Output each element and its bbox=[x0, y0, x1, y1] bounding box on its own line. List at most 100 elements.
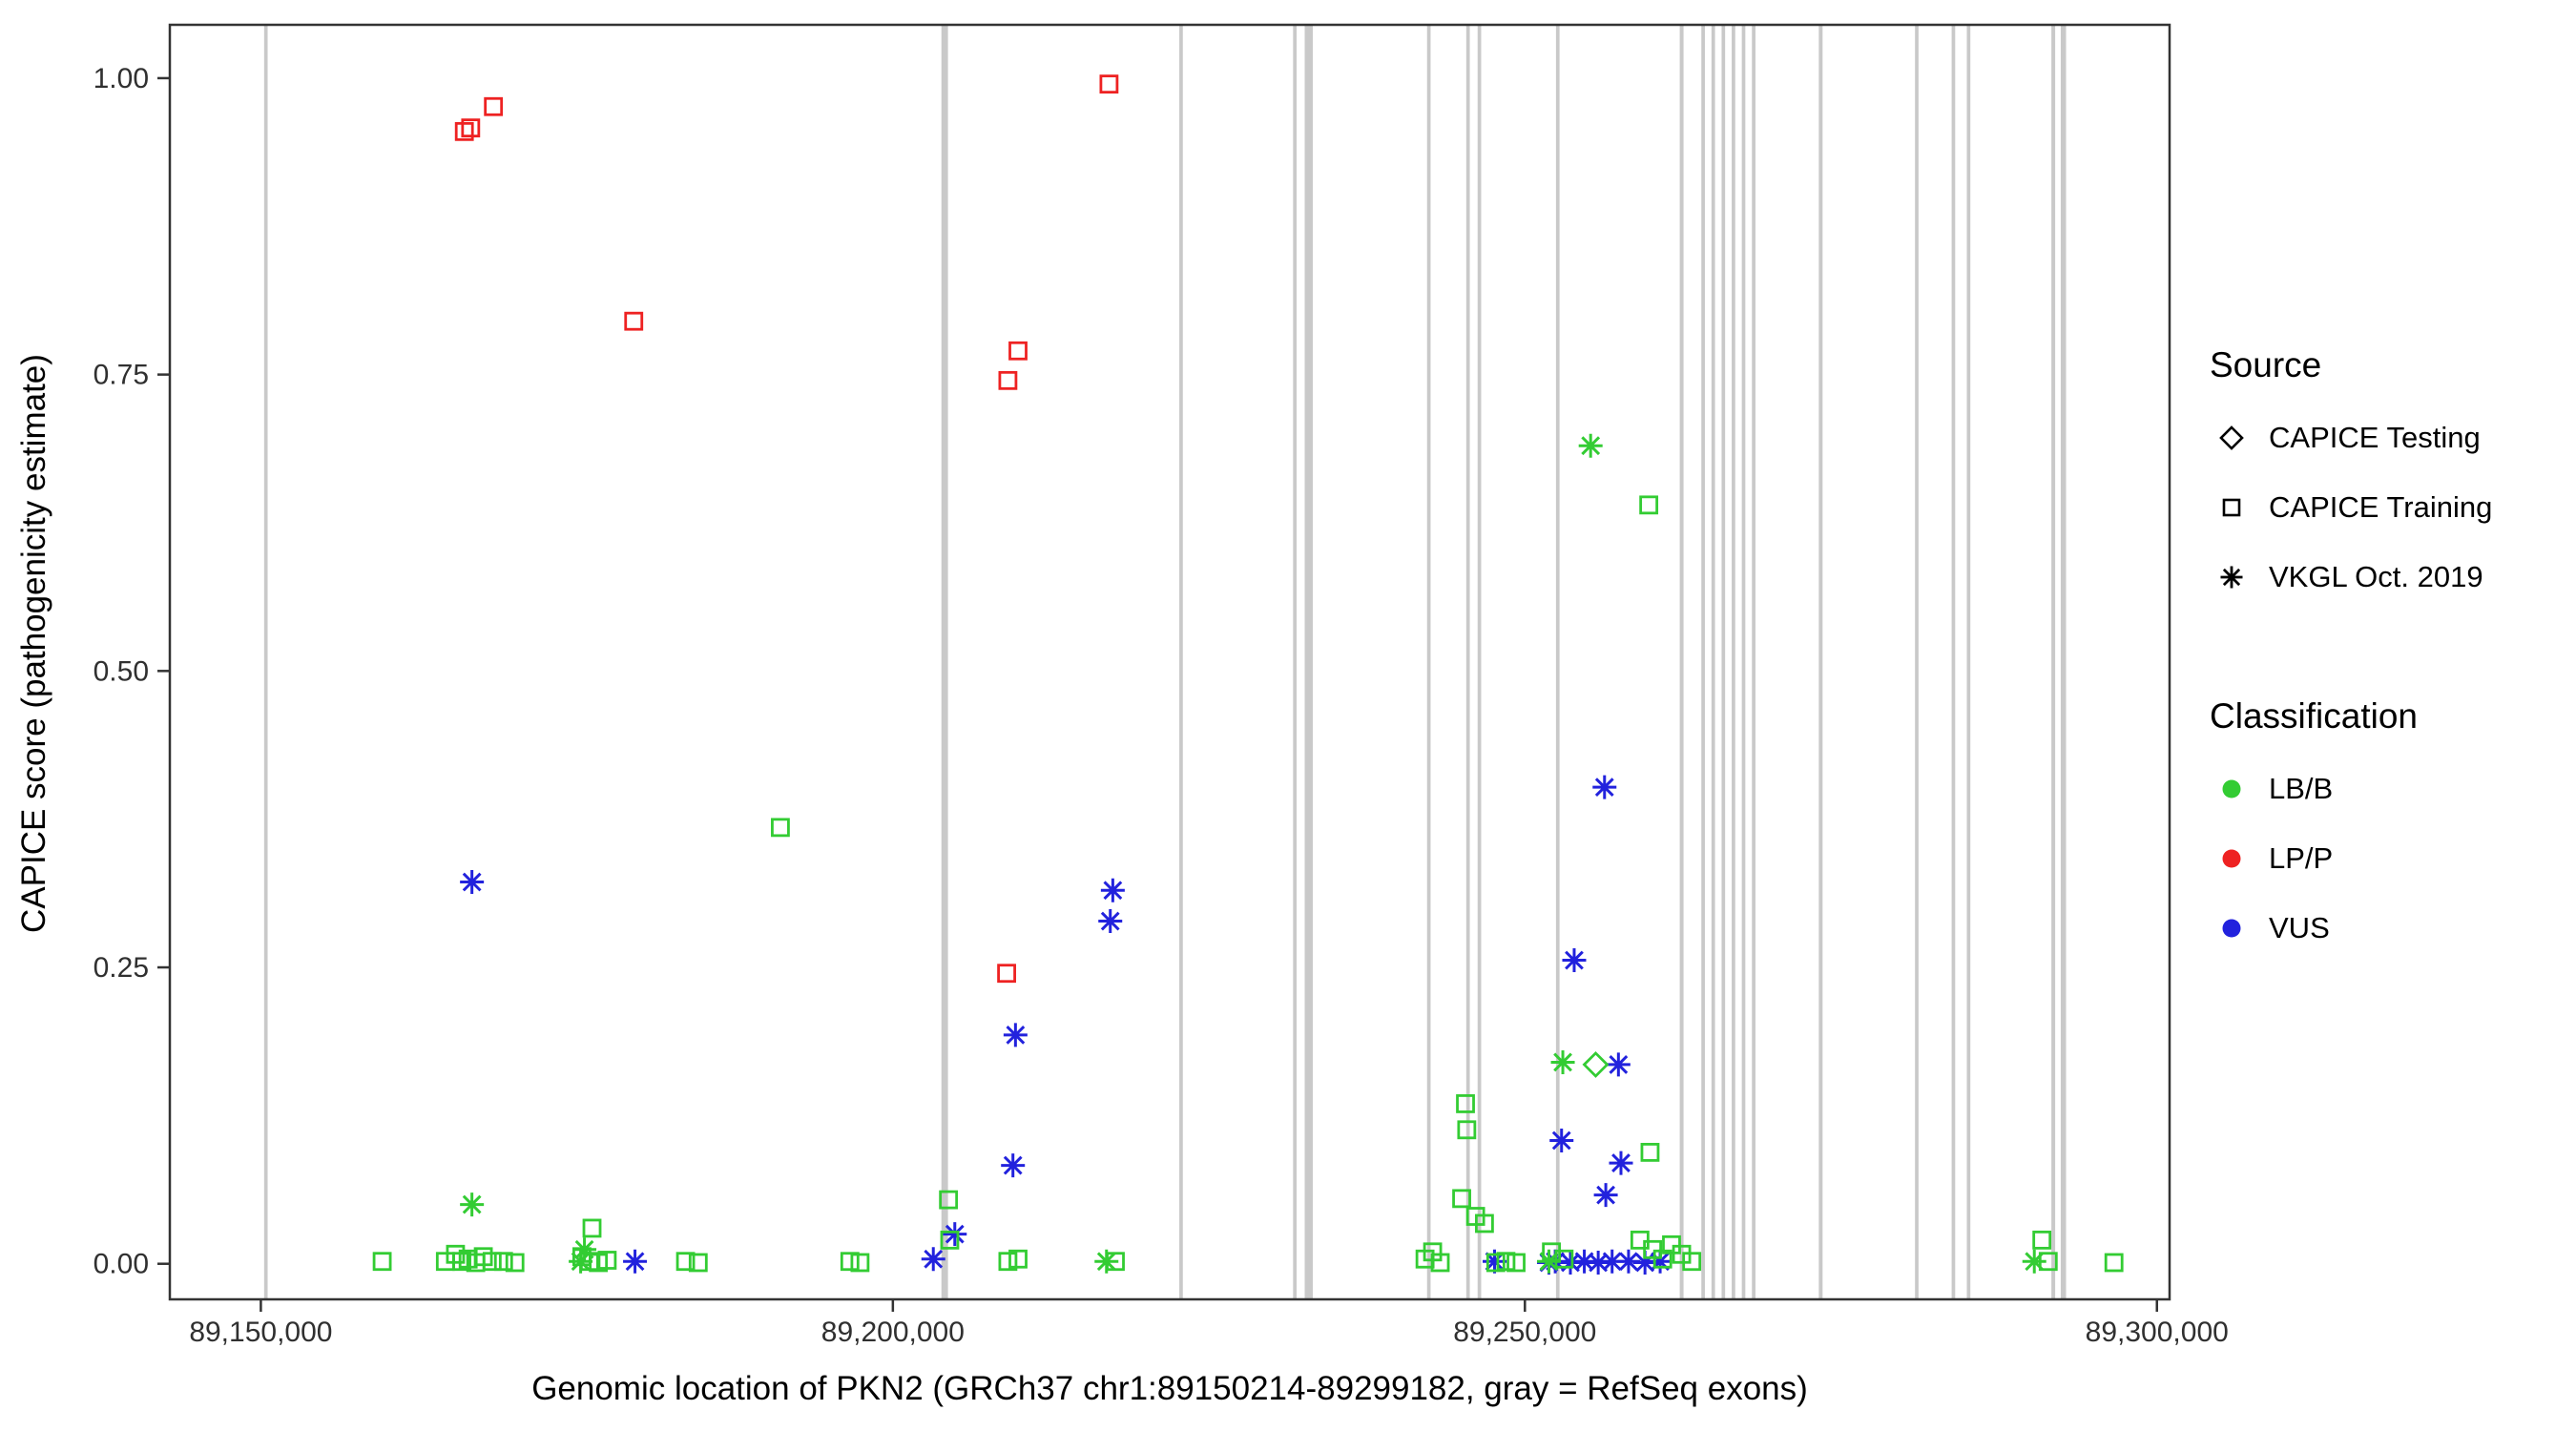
legend-item-label: CAPICE Training bbox=[2269, 489, 2493, 524]
point-square-icon bbox=[452, 1252, 471, 1272]
point-asterisk-icon bbox=[1600, 1249, 1625, 1274]
point-square-icon bbox=[1506, 1253, 1526, 1273]
point-asterisk-icon bbox=[1001, 1153, 1026, 1178]
exon-line bbox=[1951, 26, 1956, 1298]
point-square-icon bbox=[2104, 1253, 2124, 1273]
y-tick-label: 0.25 bbox=[93, 952, 149, 984]
point-square-icon bbox=[484, 96, 504, 116]
point-square-icon bbox=[1630, 1230, 1650, 1250]
point-square-icon bbox=[997, 964, 1016, 984]
exon-line bbox=[1679, 26, 1684, 1298]
point-square-icon bbox=[1099, 74, 1119, 94]
exon-line bbox=[1179, 26, 1183, 1298]
point-square-icon bbox=[1554, 1249, 1574, 1269]
point-asterisk-icon bbox=[1648, 1249, 1672, 1274]
x-tick-label: 89,300,000 bbox=[2086, 1317, 2229, 1348]
point-asterisk-icon bbox=[1616, 1249, 1641, 1274]
point-asterisk-icon bbox=[921, 1247, 945, 1272]
y-tick-label: 0.00 bbox=[93, 1249, 149, 1280]
legend-classification-title: Classification bbox=[2210, 696, 2418, 736]
point-square-icon bbox=[461, 118, 481, 138]
exon-line bbox=[1711, 26, 1715, 1298]
point-asterisk-icon bbox=[1609, 1151, 1633, 1175]
exon-line bbox=[1741, 26, 1746, 1298]
point-square-icon bbox=[1485, 1253, 1506, 1273]
panel-border bbox=[168, 23, 2171, 1301]
dot-legend-key-icon bbox=[2222, 779, 2241, 798]
point-square-icon bbox=[771, 818, 790, 838]
legend-item-lb-b: LB/B bbox=[2210, 754, 2418, 823]
exon-line bbox=[1818, 26, 1823, 1298]
point-asterisk-icon bbox=[1094, 1249, 1119, 1274]
exon-line bbox=[1752, 26, 1755, 1298]
square-legend-key-icon bbox=[2222, 498, 2241, 516]
point-square-icon bbox=[372, 1252, 392, 1272]
x-tick-label: 89,250,000 bbox=[1453, 1317, 1596, 1348]
exon-line bbox=[1721, 26, 1726, 1298]
dot-legend-key-icon bbox=[2222, 919, 2241, 937]
legend-source-items: CAPICE Testing CAPICE Training VKGL Oct. 2… bbox=[2210, 403, 2492, 612]
point-asterisk-icon bbox=[1592, 775, 1617, 799]
exon-line bbox=[2051, 26, 2056, 1298]
y-tick-label: 1.00 bbox=[93, 63, 149, 94]
legend-item-capice-training: CAPICE Training bbox=[2210, 472, 2492, 542]
exon-line bbox=[2060, 26, 2067, 1298]
point-square-icon bbox=[1475, 1213, 1494, 1234]
y-axis-title: CAPICE score (pathogenicity estimate) bbox=[15, 354, 52, 933]
point-square-icon bbox=[2032, 1230, 2052, 1250]
point-square-icon bbox=[624, 311, 644, 331]
asterisk-legend-key-icon bbox=[2220, 566, 2243, 588]
point-square-icon bbox=[1008, 341, 1028, 361]
dot-icon bbox=[2222, 919, 2241, 937]
point-asterisk-icon bbox=[1593, 1183, 1618, 1208]
legend-item-label: LP/P bbox=[2269, 840, 2334, 875]
point-asterisk-icon bbox=[1578, 433, 1603, 458]
legend-item-label: VUS bbox=[2269, 910, 2330, 944]
point-asterisk-icon bbox=[460, 870, 485, 895]
dot-legend-key-icon bbox=[2222, 849, 2241, 867]
legend-item-vkgl-oct-2019: VKGL Oct. 2019 bbox=[2210, 542, 2492, 612]
exon-line bbox=[1465, 26, 1470, 1298]
legend-source-title: Source bbox=[2210, 345, 2322, 384]
point-square-icon bbox=[939, 1190, 959, 1210]
point-asterisk-icon bbox=[1572, 1249, 1597, 1274]
legend-item-label: LB/B bbox=[2269, 771, 2334, 805]
point-square-icon bbox=[1639, 495, 1659, 515]
point-square-icon bbox=[1640, 1142, 1660, 1162]
point-asterisk-icon bbox=[1536, 1249, 1561, 1274]
point-asterisk-icon bbox=[623, 1249, 648, 1274]
legend-classification: Classification LB/B LP/P VUS bbox=[2210, 696, 2418, 963]
point-square-icon bbox=[998, 370, 1018, 390]
point-asterisk-icon bbox=[1483, 1249, 1506, 1274]
point-square-icon bbox=[1456, 1094, 1475, 1113]
exon-line bbox=[1732, 26, 1735, 1298]
point-asterisk-icon bbox=[569, 1249, 593, 1274]
point-asterisk-icon bbox=[572, 1237, 597, 1262]
legend-item-lp-p: LP/P bbox=[2210, 823, 2418, 893]
y-tick-label: 0.50 bbox=[93, 655, 149, 687]
square-icon bbox=[2222, 498, 2241, 516]
diamond-icon bbox=[2219, 425, 2244, 450]
legend-item-label: CAPICE Testing bbox=[2269, 420, 2481, 454]
point-square-icon bbox=[454, 121, 474, 141]
point-square-icon bbox=[482, 1252, 502, 1272]
exon-line bbox=[1966, 26, 1971, 1298]
dot-icon bbox=[2222, 849, 2241, 867]
point-square-icon bbox=[505, 1253, 525, 1273]
exon-line bbox=[1293, 26, 1298, 1298]
point-asterisk-icon bbox=[2022, 1249, 2046, 1274]
point-square-icon bbox=[1643, 1239, 1663, 1259]
dot-icon bbox=[2222, 779, 2241, 798]
point-square-icon bbox=[1008, 1249, 1028, 1269]
point-asterisk-icon bbox=[1003, 1023, 1028, 1047]
point-asterisk-icon bbox=[1100, 878, 1125, 902]
exon-line bbox=[1555, 26, 1560, 1298]
point-asterisk-icon bbox=[1586, 1250, 1610, 1275]
legend-source: Source CAPICE Testing CAPICE Training VKGL… bbox=[2210, 345, 2492, 612]
legend-item-vus: VUS bbox=[2210, 893, 2418, 963]
point-asterisk-icon bbox=[460, 1192, 485, 1217]
point-asterisk-icon bbox=[1632, 1250, 1657, 1275]
x-axis-title: Genomic location of PKN2 (GRCh37 chr1:89… bbox=[531, 1370, 1808, 1407]
point-square-icon bbox=[1457, 1120, 1477, 1140]
